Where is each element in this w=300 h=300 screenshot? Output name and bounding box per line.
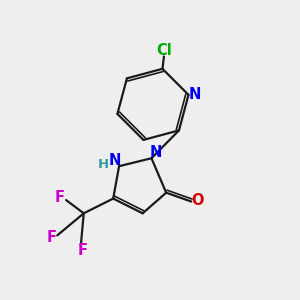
Text: F: F — [55, 190, 64, 205]
Text: F: F — [77, 244, 87, 259]
Text: Cl: Cl — [156, 43, 172, 58]
Text: H: H — [97, 158, 109, 171]
Text: O: O — [191, 193, 204, 208]
Text: F: F — [47, 230, 57, 245]
Text: N: N — [109, 153, 121, 168]
Text: N: N — [188, 87, 201, 102]
Text: N: N — [150, 145, 162, 160]
